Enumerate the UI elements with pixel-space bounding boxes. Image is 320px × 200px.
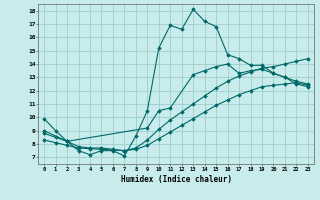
X-axis label: Humidex (Indice chaleur): Humidex (Indice chaleur)	[121, 175, 231, 184]
